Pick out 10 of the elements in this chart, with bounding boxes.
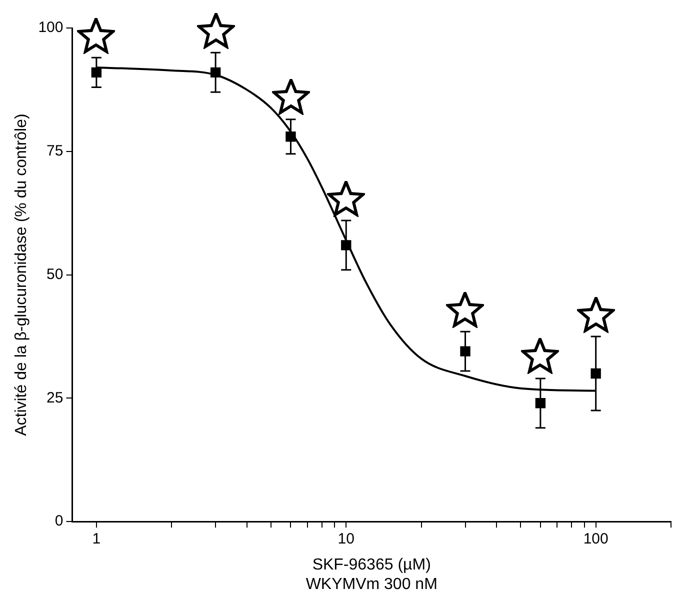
x-tick-label: 100 — [583, 530, 608, 548]
x-axis-title: SKF-96365 (µM) WKYMVm 300 nM — [306, 556, 438, 593]
y-tick-label: 0 — [54, 512, 64, 530]
y-tick-label: 75 — [46, 142, 64, 160]
y-axis-title: Activité de la β-glucuronidase (% du contrôle) — [13, 114, 30, 436]
y-tick-label: 100 — [38, 19, 64, 36]
y-tick-label: 50 — [46, 266, 64, 283]
x-tick-label: 10 — [338, 530, 354, 548]
x-tick-label: 1 — [92, 530, 101, 548]
y-tick-label: 25 — [46, 389, 64, 406]
